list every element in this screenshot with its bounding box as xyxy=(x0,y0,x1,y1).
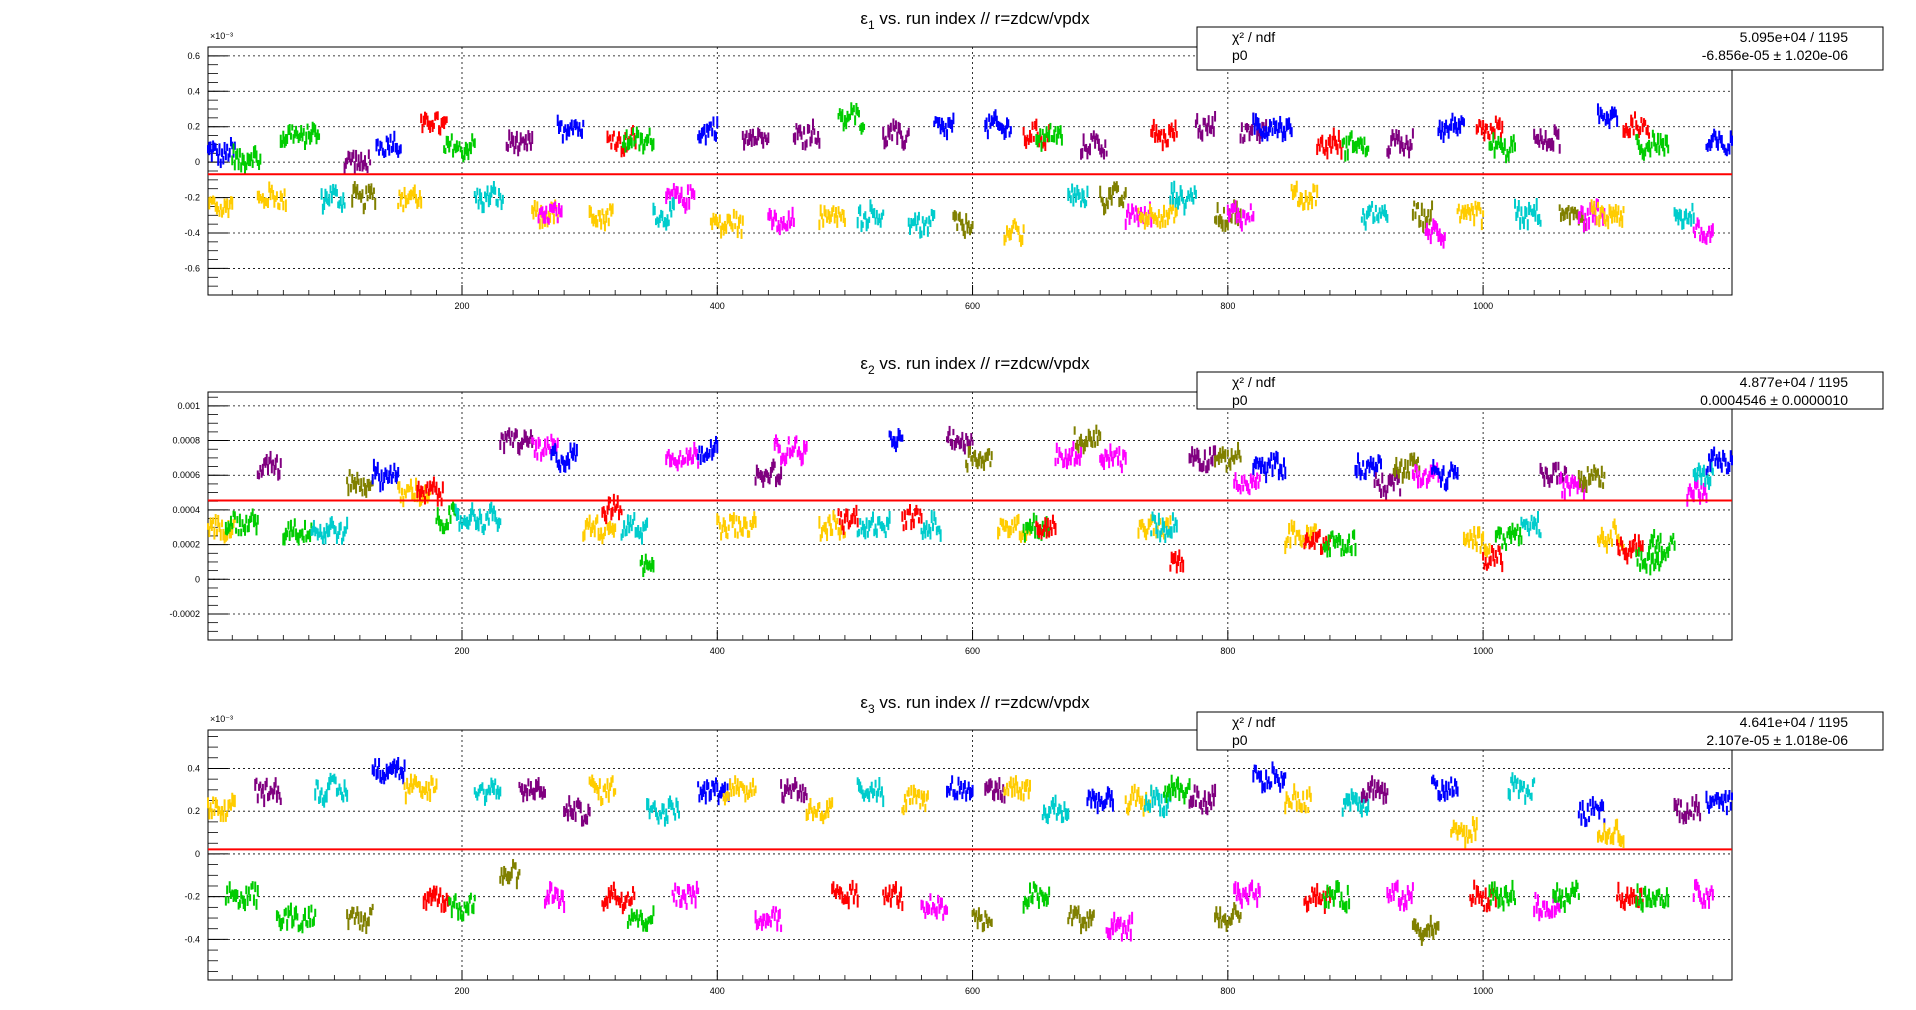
y-multiplier: ×10⁻³ xyxy=(210,714,233,724)
x-tick-label: 800 xyxy=(1220,646,1235,656)
y-tick-label: 0.6 xyxy=(187,51,200,61)
y-tick-label: 0.2 xyxy=(187,806,200,816)
stats-p0-value: 0.0004546 ± 0.0000010 xyxy=(1700,392,1848,408)
y-tick-label: -0.4 xyxy=(184,934,200,944)
x-tick-label: 600 xyxy=(965,986,980,996)
chart-panel-2: 200 400 600 800 1000 -0.0002 0 0.0002 0.0004 0.00… xyxy=(169,354,1884,656)
stats-chi2-label: χ² / ndf xyxy=(1232,374,1275,390)
y-tick-label: -0.2 xyxy=(184,193,200,203)
y-tick-label: -0.0002 xyxy=(169,609,200,619)
x-tick-label: 1000 xyxy=(1473,646,1493,656)
stats-chi2-label: χ² / ndf xyxy=(1232,714,1275,730)
y-tick-label: -0.2 xyxy=(184,892,200,902)
stats-p0-value: -6.856e-05 ± 1.020e-06 xyxy=(1702,47,1848,63)
y-multiplier: ×10⁻³ xyxy=(210,31,233,41)
y-tick-label: 0.2 xyxy=(187,122,200,132)
y-tick-label: -0.6 xyxy=(184,263,200,273)
y-tick-label: 0 xyxy=(195,574,200,584)
stats-box xyxy=(1196,371,1884,410)
x-tick-label: 400 xyxy=(710,646,725,656)
x-tick-label: 200 xyxy=(454,301,469,311)
stats-chi2-label: χ² / ndf xyxy=(1232,29,1275,45)
y-tick-label: 0 xyxy=(195,849,200,859)
chart-panel-3: 200 400 600 800 1000 -0.4 -0.2 0 0.2 0.4 ×10⁻³ ε3 v… xyxy=(184,693,1884,996)
stats-p0-value: 2.107e-05 ± 1.018e-06 xyxy=(1706,732,1848,748)
y-tick-label: 0.0002 xyxy=(172,540,200,550)
x-tick-label: 200 xyxy=(454,986,469,996)
y-tick-label: 0.0006 xyxy=(172,470,200,480)
stats-p0-label: p0 xyxy=(1232,392,1248,408)
chart-title: ε1 vs. run index // r=zdcw/vpdx xyxy=(860,9,1090,32)
x-tick-label: 600 xyxy=(965,301,980,311)
y-tick-label: -0.4 xyxy=(184,228,200,238)
y-tick-label: 0.0008 xyxy=(172,436,200,446)
x-tick-label: 1000 xyxy=(1473,301,1493,311)
plot-frame xyxy=(207,46,1733,296)
y-tick-label: 0 xyxy=(195,157,200,167)
stats-box xyxy=(1196,26,1884,71)
y-tick-label: 0.001 xyxy=(177,401,200,411)
y-tick-label: 0.4 xyxy=(187,763,200,773)
x-tick-label: 400 xyxy=(710,986,725,996)
stats-p0-label: p0 xyxy=(1232,47,1248,63)
stats-chi2-value: 4.641e+04 / 1195 xyxy=(1740,714,1849,730)
x-tick-label: 800 xyxy=(1220,301,1235,311)
x-tick-label: 200 xyxy=(454,646,469,656)
x-tick-label: 600 xyxy=(965,646,980,656)
x-tick-label: 400 xyxy=(710,301,725,311)
plot-frame xyxy=(207,391,1733,641)
x-tick-label: 1000 xyxy=(1473,986,1493,996)
x-tick-label: 800 xyxy=(1220,986,1235,996)
y-tick-label: 0.0004 xyxy=(172,505,200,515)
y-tick-label: 0.4 xyxy=(187,86,200,96)
stats-p0-label: p0 xyxy=(1232,732,1248,748)
chart-title: ε3 vs. run index // r=zdcw/vpdx xyxy=(860,693,1090,716)
stats-chi2-value: 5.095e+04 / 1195 xyxy=(1740,29,1849,45)
stats-chi2-value: 4.877e+04 / 1195 xyxy=(1740,374,1849,390)
chart-title: ε2 vs. run index // r=zdcw/vpdx xyxy=(860,354,1090,377)
plot-frame xyxy=(207,729,1733,981)
stats-box xyxy=(1196,711,1884,751)
chart-panel-1: 200 400 600 800 1000 -0.6 -0.4 -0.2 0 0.2 0.4 0.6 ×1… xyxy=(184,9,1884,311)
